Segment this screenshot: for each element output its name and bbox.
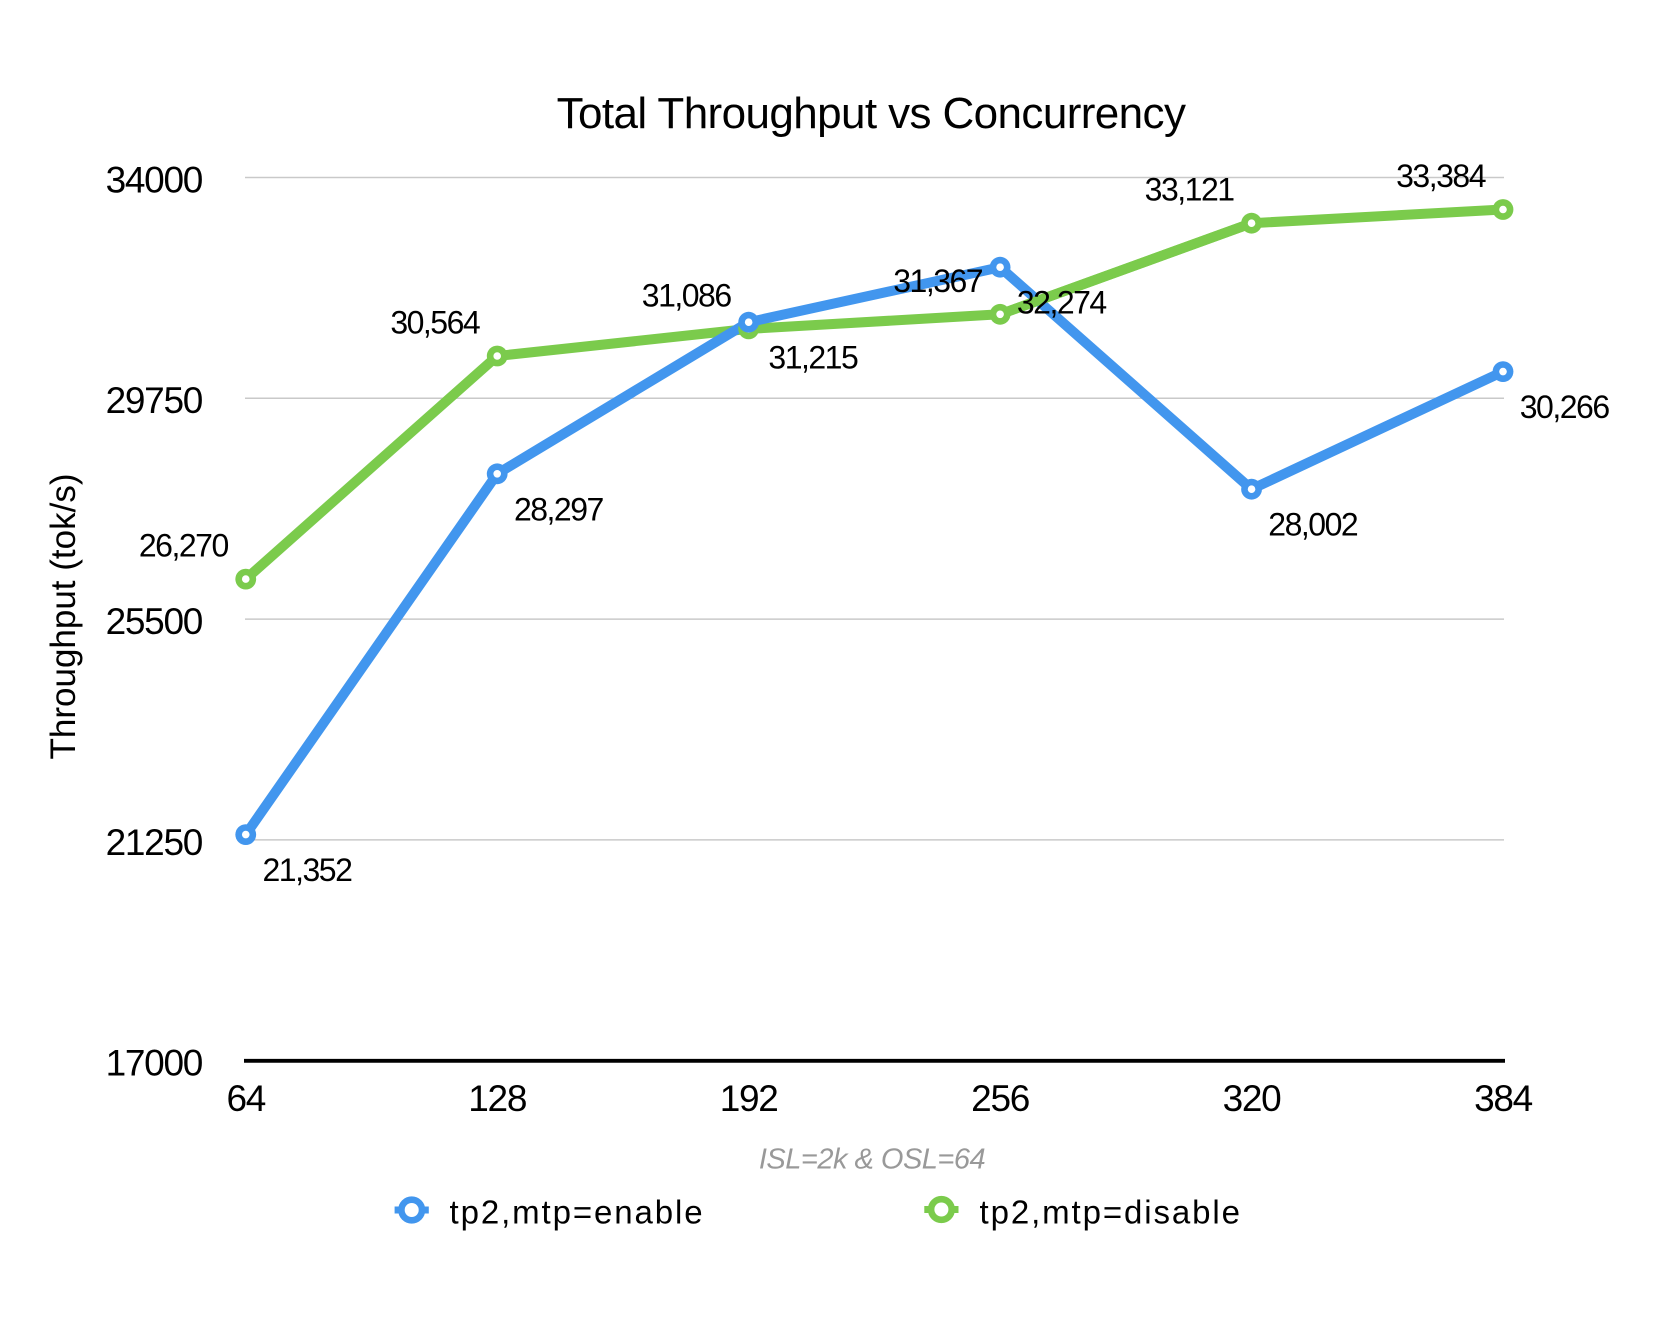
svg-text:Total Throughput vs Concurrenc: Total Throughput vs Concurrency — [557, 89, 1186, 138]
svg-text:tp2,mtp=disable: tp2,mtp=disable — [980, 1194, 1242, 1231]
svg-text:tp2,mtp=enable: tp2,mtp=enable — [450, 1194, 705, 1231]
svg-text:192: 192 — [720, 1078, 778, 1119]
svg-text:17000: 17000 — [106, 1043, 203, 1084]
svg-text:30,564: 30,564 — [390, 305, 480, 341]
svg-text:25500: 25500 — [106, 601, 203, 642]
svg-text:30,266: 30,266 — [1520, 389, 1610, 425]
svg-text:34000: 34000 — [106, 159, 203, 200]
svg-text:31,367: 31,367 — [893, 263, 983, 299]
svg-text:64: 64 — [226, 1078, 265, 1119]
svg-text:ISL=2k & OSL=64: ISL=2k & OSL=64 — [759, 1144, 986, 1176]
svg-text:320: 320 — [1223, 1078, 1282, 1119]
svg-text:256: 256 — [971, 1078, 1029, 1119]
svg-text:31,086: 31,086 — [642, 277, 732, 313]
svg-text:29750: 29750 — [106, 380, 203, 421]
svg-text:26,270: 26,270 — [139, 528, 229, 564]
svg-text:28,297: 28,297 — [514, 491, 604, 527]
svg-text:21,352: 21,352 — [263, 852, 353, 888]
svg-text:384: 384 — [1474, 1078, 1533, 1119]
svg-text:31,215: 31,215 — [768, 340, 858, 376]
svg-text:33,121: 33,121 — [1145, 172, 1235, 208]
svg-text:128: 128 — [468, 1078, 526, 1119]
svg-text:32,274: 32,274 — [1017, 285, 1107, 321]
svg-text:Throughput (tok/s): Throughput (tok/s) — [44, 474, 83, 760]
svg-text:33,384: 33,384 — [1396, 158, 1486, 194]
svg-text:21250: 21250 — [106, 822, 203, 863]
svg-text:28,002: 28,002 — [1268, 507, 1358, 543]
